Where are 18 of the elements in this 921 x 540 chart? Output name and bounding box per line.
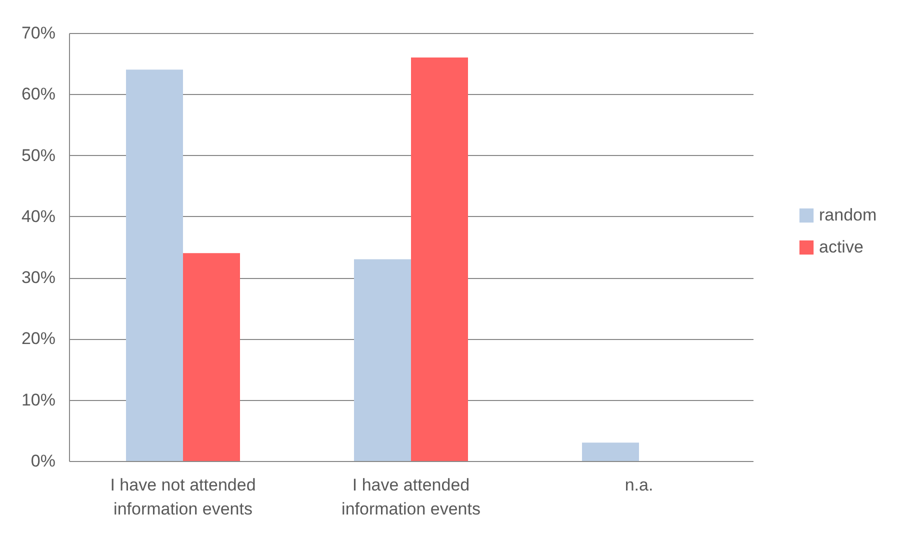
y-tick-label: 40% <box>21 206 56 226</box>
y-tick-label: 20% <box>21 329 56 348</box>
y-tick-label: 70% <box>21 24 56 42</box>
x-tick-label: I have not attended information events <box>110 476 256 518</box>
bar <box>126 70 183 461</box>
bar <box>354 259 411 461</box>
x-tick-label: n.a. <box>624 476 654 494</box>
y-tick-label: 30% <box>21 268 56 288</box>
y-tick-label: 0% <box>30 452 56 470</box>
y-tick-label: 10% <box>21 390 56 410</box>
bar <box>582 442 639 461</box>
bar <box>411 57 468 461</box>
legend-label: active <box>819 238 864 256</box>
y-tick-label: 50% <box>21 146 56 165</box>
legend-label: random <box>819 206 877 224</box>
x-tick-label: I have attended information events <box>342 476 480 518</box>
y-tick-label: 60% <box>21 84 56 104</box>
bar <box>183 253 240 461</box>
